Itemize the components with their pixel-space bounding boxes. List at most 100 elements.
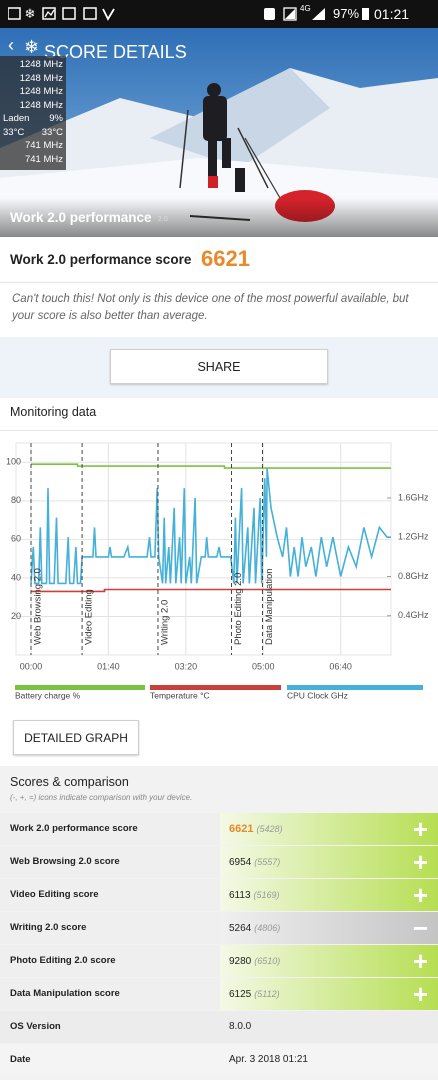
- row-score: 6125 (5112): [229, 978, 280, 1011]
- row-name: Work 2.0 performance score: [10, 823, 138, 834]
- overlay-text: 33°C: [3, 126, 25, 138]
- y2-tick-label: 0.4GHz: [398, 610, 429, 620]
- overlay-row: 1248 MHz: [3, 85, 63, 99]
- score-row: Photo Editing 2.0 score 9280 (6510) +: [0, 945, 438, 977]
- series-line: [31, 588, 391, 593]
- signal: [312, 8, 325, 20]
- detailed-graph-button[interactable]: DETAILED GRAPH: [13, 720, 139, 755]
- score: 6954: [229, 857, 252, 868]
- x-tick-label: 01:40: [97, 661, 120, 671]
- network: 4G: [300, 4, 311, 13]
- legend-swatch: [150, 685, 281, 690]
- svg-text:❄: ❄: [25, 6, 36, 21]
- score-description: Can't touch this! Not only is this devic…: [12, 293, 409, 322]
- row-name: Video Editing score: [10, 889, 99, 900]
- compare-icon: +: [412, 979, 428, 1009]
- plot-area: [15, 442, 392, 656]
- info-value: 8.0.0: [229, 1021, 252, 1032]
- overlay-text: 33°C: [41, 126, 63, 138]
- compare-score: (5557): [254, 857, 281, 867]
- legend-label: Temperature °C: [150, 690, 210, 700]
- overlay-text: 741 MHz: [24, 140, 63, 151]
- status-sys-icons: [264, 7, 297, 21]
- compare-score: (4806): [254, 923, 281, 933]
- hero-image: ‹ ❄ SCORE DETAILS Work 2.0 performance 2…: [0, 28, 438, 237]
- x-tick-label: 06:40: [329, 661, 352, 671]
- score-row: Data Manipulation score 6125 (5112) +: [0, 978, 438, 1010]
- y-tick-label: 100: [6, 457, 21, 467]
- legend-label: CPU Clock GHz: [287, 690, 348, 700]
- overlay-row: 1248 MHz: [3, 72, 63, 86]
- compare-icon: +: [412, 946, 428, 976]
- share-area: SHARE: [0, 337, 438, 398]
- skier: [203, 83, 245, 192]
- back-arrow[interactable]: ‹: [8, 35, 14, 55]
- debug-overlay: 1248 MHz 1248 MHz 1248 MHz 1248 MHz Laden 9% 3…: [0, 56, 66, 170]
- row-name: Data Manipulation score: [10, 988, 120, 999]
- y2-tick-label: 1.6GHz: [398, 492, 429, 502]
- info-name: OS Version: [10, 1021, 61, 1032]
- hero-title: Work 2.0 performance: [10, 210, 152, 225]
- row-name: Photo Editing 2.0 score: [10, 955, 116, 966]
- comparison-subtitle: (-, +, =) icons indicate comparison with…: [10, 793, 193, 802]
- time: 01:21: [374, 6, 410, 22]
- score: 6125: [229, 989, 252, 1000]
- x-tick-label: 00:00: [20, 661, 43, 671]
- overlay-row: 741 MHz: [3, 139, 63, 153]
- row-score: 6113 (5169): [229, 879, 280, 912]
- overlay-text: 9%: [49, 113, 63, 124]
- x-tick-label: 05:00: [252, 661, 275, 671]
- event-label: Web Browsing 2.0: [33, 568, 44, 645]
- overlay-row: 33°C 33°C: [3, 126, 63, 140]
- divider: [0, 282, 438, 283]
- legend-label: Battery charge %: [15, 690, 81, 700]
- row-name: Writing 2.0 score: [10, 922, 87, 933]
- score-label: Work 2.0 performance score: [10, 252, 192, 267]
- y2-tick-label: 1.2GHz: [398, 532, 429, 542]
- score-row: Video Editing score 6113 (5169) +: [0, 879, 438, 911]
- overlay-row: 1248 MHz: [3, 58, 63, 72]
- x-tick-label: 03:20: [175, 661, 198, 671]
- score: 6621: [229, 823, 254, 835]
- status-icons: ❄: [8, 6, 115, 21]
- row-score: 6621 (5428): [229, 813, 283, 846]
- compare-icon: −: [412, 913, 428, 943]
- overlay-text: 741 MHz: [24, 153, 63, 165]
- event-label: Video Editing: [84, 589, 95, 645]
- y-tick-label: 20: [11, 611, 21, 621]
- info-value: Apr. 3 2018 01:21: [229, 1054, 308, 1065]
- status-bar: ❄ 4G 97% 01:21: [0, 0, 438, 28]
- score-row: Web Browsing 2.0 score 6954 (5557) +: [0, 846, 438, 878]
- overlay-text: 1248 MHz: [19, 86, 63, 97]
- info-row: Date Apr. 3 2018 01:21: [0, 1044, 438, 1076]
- battery-icon: [362, 8, 369, 20]
- compare-score: (5428): [256, 824, 283, 834]
- score-row: Writing 2.0 score 5264 (4806) −: [0, 912, 438, 944]
- hero-version: 2.0: [158, 216, 168, 223]
- info-name: Date: [10, 1054, 31, 1065]
- share-button[interactable]: SHARE: [110, 349, 328, 384]
- row-name: Web Browsing 2.0 score: [10, 856, 120, 867]
- score-card: Work 2.0 performance score 6621 Can't to…: [0, 237, 438, 337]
- compare-score: (5169): [253, 890, 280, 900]
- row-gradient: [220, 813, 438, 845]
- row-score: 5264 (4806): [229, 912, 280, 945]
- score: 5264: [229, 923, 252, 934]
- y-tick-label: 40: [11, 572, 21, 582]
- compare-score: (5112): [254, 989, 280, 999]
- row-gradient: [220, 912, 438, 944]
- series-line: [30, 468, 391, 585]
- score: 9280: [229, 956, 252, 967]
- monitoring-title: Monitoring data: [10, 405, 97, 419]
- score: 6113: [229, 890, 251, 901]
- monitoring-chart: 20 40 60 80 100 0.4GHz 0.8GHz 1.2GHz 1.6GHz 00:00…: [6, 442, 429, 700]
- row-gradient: [220, 945, 438, 977]
- comparison-table: Work 2.0 performance score 6621 (5428) + Web…: [0, 813, 438, 1080]
- compare-icon: +: [412, 814, 428, 844]
- y-tick-label: 60: [11, 534, 21, 544]
- battery: 97%: [333, 6, 360, 21]
- header-title: SCORE DETAILS: [44, 42, 187, 62]
- overlay-row: 1248 MHz: [3, 99, 63, 113]
- overlay-text: 1248 MHz: [19, 99, 63, 111]
